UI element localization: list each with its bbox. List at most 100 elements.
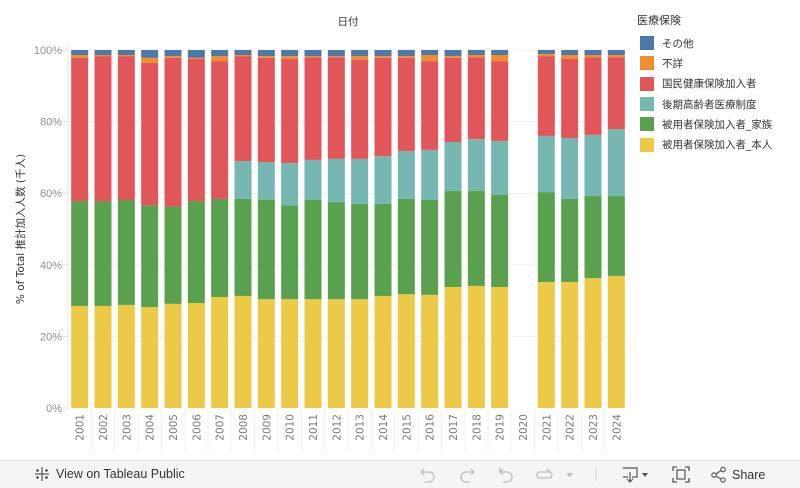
bar-segment[interactable] xyxy=(281,205,299,300)
bar-stack-2024[interactable] xyxy=(607,50,625,408)
bar-segment[interactable] xyxy=(397,50,415,57)
bar-segment[interactable] xyxy=(467,285,485,408)
bar-segment[interactable] xyxy=(444,50,462,57)
bar-segment[interactable] xyxy=(164,57,182,207)
bar-segment[interactable] xyxy=(421,61,439,150)
bar-segment[interactable] xyxy=(607,196,625,276)
bar-segment[interactable] xyxy=(584,134,602,197)
legend-item[interactable]: 不詳 xyxy=(637,53,772,73)
bar-segment[interactable] xyxy=(94,55,112,57)
bar-segment[interactable] xyxy=(94,56,112,202)
bar-segment[interactable] xyxy=(467,50,485,56)
bar-segment[interactable] xyxy=(211,61,229,199)
bar-segment[interactable] xyxy=(234,160,252,199)
bar-segment[interactable] xyxy=(607,57,625,130)
bar-stack-2001[interactable] xyxy=(71,50,89,408)
bar-segment[interactable] xyxy=(444,142,462,192)
bar-segment[interactable] xyxy=(467,191,485,286)
bar-segment[interactable] xyxy=(304,200,322,300)
bar-segment[interactable] xyxy=(444,286,462,408)
bar-segment[interactable] xyxy=(444,57,462,143)
bar-segment[interactable] xyxy=(467,55,485,58)
bar-stack-2009[interactable] xyxy=(257,50,275,408)
bar-segment[interactable] xyxy=(537,281,555,408)
bar-segment[interactable] xyxy=(304,299,322,408)
bar-segment[interactable] xyxy=(351,60,369,159)
bar-segment[interactable] xyxy=(397,150,415,199)
bar-segment[interactable] xyxy=(304,56,322,58)
bar-segment[interactable] xyxy=(141,62,159,206)
bar-segment[interactable] xyxy=(374,57,392,156)
bar-stack-2017[interactable] xyxy=(444,50,462,408)
bar-segment[interactable] xyxy=(397,198,415,295)
revert-button[interactable] xyxy=(497,466,515,483)
view-on-tableau-public-button[interactable]: View on Tableau Public xyxy=(34,466,185,482)
bar-segment[interactable] xyxy=(374,50,392,57)
bar-segment[interactable] xyxy=(304,57,322,160)
bar-segment[interactable] xyxy=(187,201,205,304)
bar-stack-2003[interactable] xyxy=(117,50,135,408)
bar-segment[interactable] xyxy=(71,55,89,58)
bar-segment[interactable] xyxy=(141,205,159,308)
legend-item[interactable]: 被用者保険加入者_家族 xyxy=(637,114,772,134)
bar-segment[interactable] xyxy=(607,55,625,58)
bar-segment[interactable] xyxy=(234,56,252,161)
bar-segment[interactable] xyxy=(397,56,415,58)
bar-segment[interactable] xyxy=(374,56,392,58)
bar-segment[interactable] xyxy=(71,57,89,202)
bar-segment[interactable] xyxy=(164,56,182,58)
bar-segment[interactable] xyxy=(374,155,392,204)
bar-segment[interactable] xyxy=(234,50,252,56)
bar-segment[interactable] xyxy=(187,303,205,408)
bar-segment[interactable] xyxy=(257,56,275,58)
bar-segment[interactable] xyxy=(71,305,89,408)
bar-segment[interactable] xyxy=(281,56,299,59)
legend-item[interactable]: 被用者保険加入者_本人 xyxy=(637,134,772,154)
bar-segment[interactable] xyxy=(94,305,112,408)
bar-stack-2015[interactable] xyxy=(397,50,415,408)
bar-segment[interactable] xyxy=(141,57,159,63)
bar-segment[interactable] xyxy=(397,57,415,151)
bar-segment[interactable] xyxy=(117,50,135,56)
bar-stack-2005[interactable] xyxy=(164,50,182,408)
bar-segment[interactable] xyxy=(327,50,345,57)
bar-segment[interactable] xyxy=(351,203,369,300)
bar-stack-2004[interactable] xyxy=(141,50,159,408)
bar-segment[interactable] xyxy=(304,159,322,201)
bar-segment[interactable] xyxy=(421,149,439,201)
bar-stack-2014[interactable] xyxy=(374,50,392,408)
bar-segment[interactable] xyxy=(607,50,625,56)
bar-segment[interactable] xyxy=(304,50,322,57)
bar-segment[interactable] xyxy=(421,200,439,295)
bar-segment[interactable] xyxy=(327,202,345,300)
legend-item[interactable]: 後期高齢者医療制度 xyxy=(637,94,772,114)
bar-segment[interactable] xyxy=(187,58,205,202)
bar-stack-2023[interactable] xyxy=(584,50,602,408)
bar-segment[interactable] xyxy=(257,50,275,57)
bar-stack-2006[interactable] xyxy=(187,50,205,408)
bar-segment[interactable] xyxy=(537,135,555,193)
bar-segment[interactable] xyxy=(117,56,135,201)
bar-segment[interactable] xyxy=(561,50,579,56)
bar-segment[interactable] xyxy=(351,158,369,204)
bar-segment[interactable] xyxy=(211,297,229,408)
bar-segment[interactable] xyxy=(491,140,509,195)
share-button[interactable]: Share xyxy=(711,466,765,483)
bar-segment[interactable] xyxy=(444,56,462,58)
bar-segment[interactable] xyxy=(584,55,602,58)
bar-segment[interactable] xyxy=(117,304,135,408)
bar-stack-2010[interactable] xyxy=(281,50,299,408)
bar-segment[interactable] xyxy=(164,303,182,408)
bar-segment[interactable] xyxy=(211,198,229,298)
bar-segment[interactable] xyxy=(584,278,602,408)
bar-segment[interactable] xyxy=(211,56,229,62)
legend-item[interactable]: その他 xyxy=(637,33,772,53)
bar-segment[interactable] xyxy=(397,294,415,408)
bar-segment[interactable] xyxy=(421,294,439,408)
bar-segment[interactable] xyxy=(187,57,205,59)
undo-button[interactable] xyxy=(419,466,437,483)
bar-segment[interactable] xyxy=(561,281,579,408)
bar-segment[interactable] xyxy=(94,50,112,56)
bar-segment[interactable] xyxy=(537,53,555,57)
bar-segment[interactable] xyxy=(491,55,509,62)
